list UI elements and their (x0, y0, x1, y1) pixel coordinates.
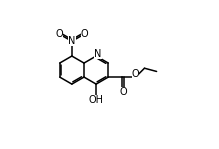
Text: OH: OH (89, 95, 104, 105)
Text: O: O (119, 87, 127, 97)
Text: N: N (94, 49, 102, 59)
Text: N: N (68, 36, 76, 46)
Text: O: O (132, 69, 140, 79)
Text: O: O (55, 29, 63, 39)
Text: O: O (81, 29, 88, 39)
